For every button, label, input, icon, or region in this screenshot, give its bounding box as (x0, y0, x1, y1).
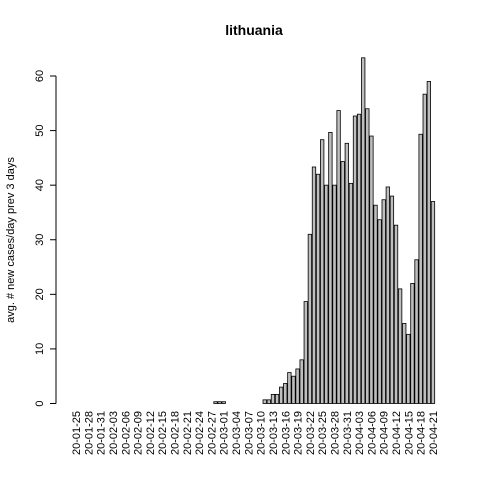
chart-title: lithuania (225, 22, 283, 38)
bar (270, 393, 276, 404)
bar (348, 182, 354, 404)
bar (410, 283, 415, 404)
bar (283, 383, 288, 404)
x-tick-label: 20-02-06 (120, 411, 132, 455)
bar (381, 199, 386, 404)
bar (266, 399, 271, 404)
bar (389, 195, 395, 404)
y-axis-label: avg. # new cases/day prev 3 days (5, 157, 17, 323)
x-tick-label: 20-03-31 (342, 411, 354, 455)
x-tick-label: 20-02-09 (133, 411, 145, 455)
bar (340, 161, 345, 404)
y-tick-label: 0 (34, 400, 46, 406)
bar (213, 401, 218, 404)
x-tick-label: 20-03-13 (268, 411, 280, 455)
bar (414, 259, 419, 404)
bar (398, 288, 403, 404)
x-tick-label: 20-02-12 (145, 411, 157, 455)
bar (320, 139, 325, 404)
bar (373, 204, 378, 404)
bar (315, 173, 321, 404)
x-tick-label: 20-04-18 (416, 411, 428, 455)
x-tick-label: 20-03-16 (280, 411, 292, 455)
bar (352, 115, 358, 404)
x-tick-label: 20-03-01 (219, 411, 231, 455)
x-tick-label: 20-04-06 (366, 411, 378, 455)
y-tick-label: 10 (34, 343, 46, 355)
x-tick-label: 20-04-21 (428, 411, 440, 455)
bar (287, 372, 292, 404)
y-tick-label: 60 (34, 70, 46, 82)
bar (299, 359, 304, 404)
x-tick-label: 20-02-18 (170, 411, 182, 455)
x-tick-label: 20-01-25 (71, 411, 83, 455)
bar (365, 108, 370, 404)
y-tick-label: 50 (34, 124, 46, 136)
bar (295, 368, 300, 404)
y-tick-label: 30 (34, 234, 46, 246)
x-tick-label: 20-04-09 (379, 411, 391, 455)
bar (361, 57, 366, 404)
bar (328, 131, 333, 404)
bar (217, 401, 222, 404)
bar (406, 333, 411, 404)
x-tick-label: 20-02-21 (182, 411, 194, 455)
y-tick-label: 20 (34, 288, 46, 300)
bar (311, 166, 317, 404)
x-tick-label: 20-03-25 (317, 411, 329, 455)
x-tick-label: 20-01-28 (83, 411, 95, 455)
bar (324, 184, 329, 404)
bar (344, 142, 349, 404)
y-tick-label: 40 (34, 179, 46, 191)
bar (291, 375, 296, 404)
bar (279, 386, 284, 404)
x-tick-label: 20-03-07 (243, 411, 255, 455)
x-tick-label: 20-02-03 (108, 411, 120, 455)
bar (385, 186, 390, 404)
x-tick-label: 20-04-12 (391, 411, 403, 455)
x-tick-label: 20-03-19 (293, 411, 305, 455)
x-tick-label: 20-03-22 (305, 411, 317, 455)
x-tick-label: 20-02-27 (206, 411, 218, 455)
x-tick-label: 20-01-31 (96, 411, 108, 455)
bar (336, 110, 341, 404)
bar (356, 113, 362, 404)
x-tick-label: 20-02-24 (194, 411, 206, 455)
bar (221, 401, 226, 404)
bar (377, 219, 382, 404)
bar (303, 301, 308, 404)
bar (307, 233, 313, 404)
x-tick-label: 20-03-10 (256, 411, 268, 455)
x-tick-label: 20-03-28 (329, 411, 341, 455)
x-tick-label: 20-03-04 (231, 411, 243, 455)
x-tick-label: 20-04-15 (403, 411, 415, 455)
bar (430, 201, 436, 404)
bar (262, 399, 267, 404)
bar (418, 133, 423, 404)
bar (422, 93, 427, 404)
y-axis: 0 10 20 30 40 50 60 (34, 70, 57, 407)
x-axis-labels: 20-01-25 20-01-28 20-01-31 20-02-03 20-02-06… (71, 411, 440, 455)
bar (393, 224, 399, 404)
x-tick-label: 20-02-15 (157, 411, 169, 455)
bar (274, 393, 280, 404)
bar (426, 81, 431, 404)
bar (402, 323, 407, 404)
bars (213, 57, 436, 404)
x-tick-label: 20-04-03 (354, 411, 366, 455)
bar (332, 184, 337, 404)
bar (369, 135, 374, 404)
